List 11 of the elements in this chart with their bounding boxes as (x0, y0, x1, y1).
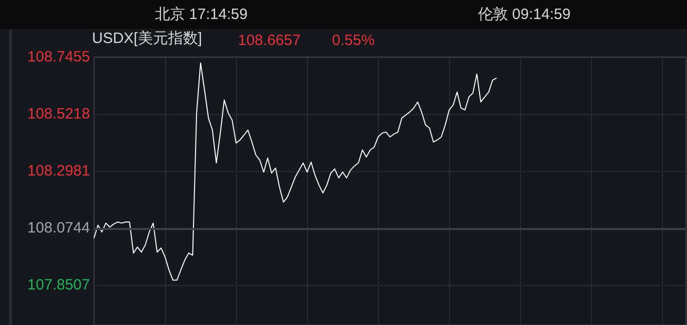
text: 108.6657 (238, 32, 301, 49)
y-tick-label: 108.7455 (27, 48, 90, 66)
line-series (94, 62, 498, 281)
y-tick-label: 108.2981 (27, 162, 90, 180)
chart-title: USDX[美元指数] (92, 30, 202, 47)
y-tick-label: 108.5218 (27, 106, 90, 123)
text: 北京 17:14:59 (155, 6, 248, 23)
text: 伦敦 09:14:59 (478, 6, 571, 23)
y-tick-label: 107.8507 (27, 276, 90, 294)
text: 0.55% (332, 32, 375, 49)
y-tick-label: 108.0744 (27, 220, 90, 237)
